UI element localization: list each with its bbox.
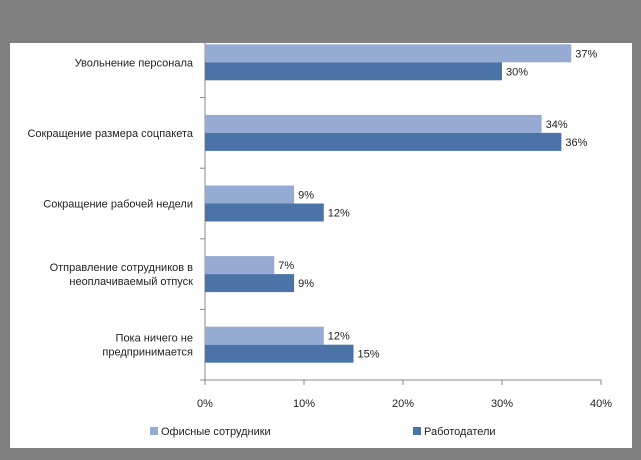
x-tick-label: 20% [392,398,414,410]
data-label: 12% [328,331,350,343]
data-label: 34% [546,119,568,131]
category-label: Пока ничего не [116,333,193,345]
category-label: Отправление сотрудников в [50,262,194,274]
bar-office-employees [205,185,295,204]
data-label: 9% [298,190,314,202]
legend-label: Работодатели [424,426,496,438]
bar-office-employees [205,256,275,275]
chart-area [10,43,632,448]
x-tick-label: 40% [590,398,612,410]
legend-swatch [413,427,421,435]
bar-employers [205,132,562,151]
bar-office-employees [205,114,542,133]
bar-office-employees [205,44,572,63]
category-label: предпринимается [102,347,193,359]
data-label: 9% [298,278,314,290]
x-tick-label: 10% [293,398,315,410]
category-label: неоплачиваемый отпуск [69,276,193,288]
data-label: 30% [506,66,528,78]
legend-swatch [150,427,158,435]
category-label: Увольнение персонала [75,57,194,69]
bar-employers [205,203,324,222]
legend-label: Офисные сотрудники [161,426,271,438]
data-label: 36% [565,137,587,149]
bar-employers [205,344,354,363]
data-label: 37% [575,48,597,60]
category-label: Сокращение рабочей недели [43,199,193,211]
category-label: Сокращение размера соцпакета [27,128,193,140]
data-label: 15% [358,349,380,361]
data-label: 12% [328,208,350,220]
x-tick-label: 30% [491,398,513,410]
bar-employers [205,62,502,81]
data-label: 7% [278,260,294,272]
bar-office-employees [205,326,324,345]
x-tick-label: 0% [197,398,213,410]
bar-employers [205,274,295,293]
